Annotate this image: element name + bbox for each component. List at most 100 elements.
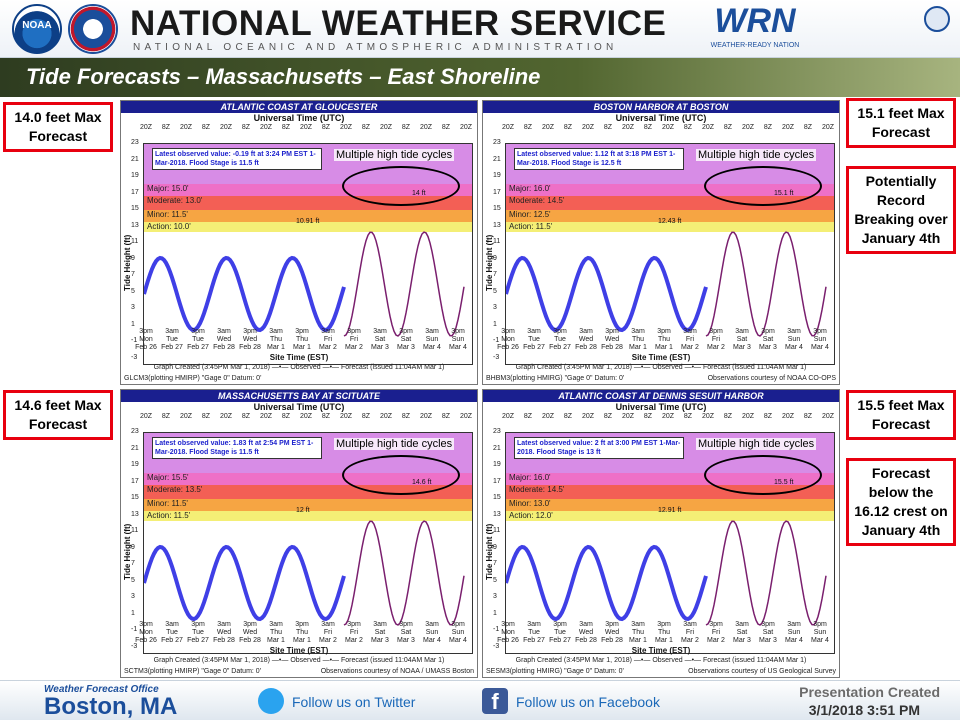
y-tick-label: 15: [493, 205, 501, 212]
observed-peak-label: 10.91 ft: [296, 218, 320, 225]
site-time-tick-label: 3pm Sat Mar 3: [759, 328, 777, 351]
tide-waves: [144, 231, 465, 337]
utc-tick-label: 20Z: [741, 413, 755, 420]
wrn-logo-text: WRN: [714, 2, 796, 40]
site-time-tick-label: 3pm Sat Mar 3: [397, 621, 415, 644]
y-tick-label: 3: [131, 304, 135, 311]
utc-tick-label: 20Z: [299, 413, 313, 420]
site-time-label: Site Time (EST): [631, 353, 691, 362]
y-tick-label: 5: [493, 576, 497, 584]
tide-panel: ATLANTIC COAST AT GLOUCESTER Universal Ti…: [120, 100, 478, 385]
utc-tick-label: 8Z: [723, 413, 733, 420]
utc-tick-label: 8Z: [643, 413, 653, 420]
twitter-link[interactable]: Follow us on Twitter: [292, 694, 416, 710]
site-time-tick-label: 3pm Sun Mar 4: [811, 621, 829, 644]
header-title: NATIONAL WEATHER SERVICE: [130, 4, 667, 43]
y-tick-label: 17: [493, 477, 501, 485]
callout-dennis-note-text: Forecast below the 16.12 crest on Januar…: [849, 461, 953, 543]
tide-panel: MASSACHUSETTS BAY AT SCITUATE Universal T…: [120, 389, 478, 678]
wrn-tagline: WEATHER-READY NATION: [710, 42, 800, 49]
site-time-tick-label: 3am Wed Feb 28: [213, 621, 235, 644]
utc-tick-label: 8Z: [603, 124, 613, 131]
site-time-tick-label: 3pm Thu Mar 1: [655, 328, 673, 351]
y-tick-label: 21: [131, 155, 139, 163]
utc-tick-label: 8Z: [161, 413, 171, 420]
y-tick-label: 15: [131, 205, 139, 212]
observed-peak-label: 12.43 ft: [658, 218, 682, 225]
band-action: Action: 11.5': [506, 222, 834, 232]
y-tick-label: 9: [493, 254, 497, 262]
presented-label: Presentation Created: [799, 684, 940, 700]
utc-tick-label: 8Z: [441, 413, 451, 420]
site-time-label: Site Time (EST): [631, 646, 691, 655]
y-tick-label: 19: [131, 172, 139, 179]
site-time-tick-label: 3am Tue Feb 27: [161, 328, 183, 351]
facebook-icon[interactable]: f: [482, 688, 508, 714]
nws-logo: [68, 4, 118, 54]
forecast-peak-label: 14 ft: [412, 190, 426, 197]
utc-tick-label: 8Z: [683, 124, 693, 131]
utc-tick-label: 8Z: [201, 124, 211, 131]
facebook-link[interactable]: Follow us on Facebook: [516, 694, 660, 710]
wrn-logo: WRN WEATHER-READY NATION: [700, 2, 810, 54]
site-time-tick-label: 3pm Fri Mar 2: [707, 621, 725, 644]
y-tick-label: 5: [131, 576, 135, 584]
utc-tick-label: 8Z: [803, 124, 813, 131]
tide-height-axis-label: Tide Height (ft): [123, 523, 132, 580]
multiple-cycles-annotation: Multiple high tide cycles: [334, 438, 455, 450]
utc-tick-label: 20Z: [621, 124, 635, 131]
utc-tick-label: 8Z: [161, 124, 171, 131]
utc-tick-label: 8Z: [401, 413, 411, 420]
high-tide-ellipse: [342, 166, 460, 206]
utc-tick-label: 8Z: [523, 124, 533, 131]
y-tick-label: -3: [493, 642, 500, 650]
slide-footer: Weather Forecast Office Boston, MA Follo…: [0, 680, 960, 720]
utc-tick-label: 8Z: [281, 413, 291, 420]
utc-tick-label: 20Z: [821, 124, 835, 131]
site-time-label: Site Time (EST): [269, 353, 329, 362]
high-tide-ellipse: [342, 455, 460, 495]
tide-waves: [144, 520, 465, 626]
tide-plot: Major: 15.0' Moderate: 13.0' Minor: 11.5' A…: [143, 143, 473, 365]
chart-legend: Graph Created (3:45PM Mar 1, 2018) —•— O…: [515, 364, 807, 371]
slide-title: Tide Forecasts – Massachusetts – East Sh…: [26, 64, 541, 89]
utc-tick-label: 8Z: [281, 124, 291, 131]
utc-tick-label: 8Z: [401, 124, 411, 131]
twitter-icon[interactable]: [258, 688, 284, 714]
site-time-tick-label: 3pm Fri Mar 2: [345, 621, 363, 644]
tide-height-axis-label: Tide Height (ft): [123, 234, 132, 291]
utc-tick-label: 20Z: [459, 124, 473, 131]
site-time-tick-label: 3am Sat Mar 3: [371, 621, 389, 644]
latest-observed-box: Latest observed value: 1.12 ft at 3:18 P…: [514, 148, 684, 170]
y-tick-label: 11: [493, 238, 501, 245]
y-tick-label: 19: [131, 461, 139, 468]
site-time-tick-label: 3am Wed Feb 28: [575, 328, 597, 351]
site-time-tick-label: 3am Fri Mar 2: [319, 328, 337, 351]
forecast-peak-label: 15.1 ft: [774, 190, 794, 197]
y-tick-label: 7: [493, 560, 497, 567]
y-tick-label: 3: [493, 593, 497, 600]
site-time-tick-label: 3pm Thu Mar 1: [655, 621, 673, 644]
observed-peak-label: 12.91 ft: [658, 507, 682, 514]
site-time-tick-label: 3pm Sun Mar 4: [811, 328, 829, 351]
callout-boston: 15.1 feet Max Forecast: [846, 98, 956, 148]
utc-tick-label: 20Z: [821, 413, 835, 420]
callout-scituate-text: 14.6 feet Max Forecast: [6, 393, 110, 437]
site-time-tick-label: 3am Tue Feb 27: [161, 621, 183, 644]
tide-plot: Major: 15.5' Moderate: 13.5' Minor: 11.5' A…: [143, 432, 473, 654]
utc-tick-label: 20Z: [581, 413, 595, 420]
site-time-tick-label: 3pm Wed Feb 28: [239, 621, 261, 644]
band-action: Action: 11.5': [144, 511, 472, 521]
utc-tick-label: 20Z: [339, 124, 353, 131]
y-tick-label: 1: [493, 320, 497, 328]
site-time-tick-label: 3am Sat Mar 3: [733, 328, 751, 351]
latest-observed-box: Latest observed value: 2 ft at 3:00 PM E…: [514, 437, 684, 459]
y-tick-label: 1: [131, 320, 135, 328]
utc-tick-label: 20Z: [781, 413, 795, 420]
y-tick-label: -1: [493, 337, 500, 344]
utc-tick-label: 20Z: [419, 413, 433, 420]
utc-tick-label: 20Z: [501, 413, 515, 420]
utc-tick-label: 20Z: [781, 124, 795, 131]
y-tick-label: 9: [493, 543, 497, 551]
wfo-label: Weather Forecast Office: [44, 684, 159, 695]
